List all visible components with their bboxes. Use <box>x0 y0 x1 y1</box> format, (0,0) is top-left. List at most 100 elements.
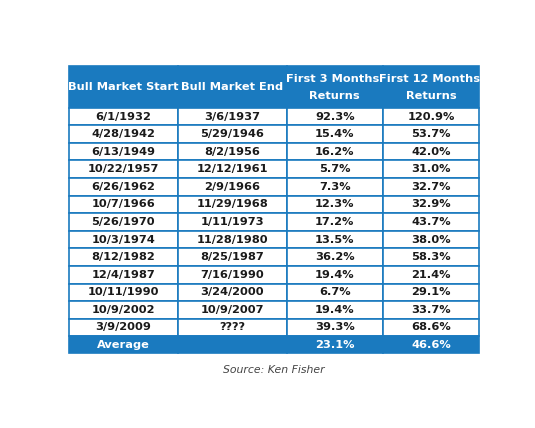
Bar <box>287 248 383 266</box>
Bar <box>287 196 383 213</box>
Text: 38.0%: 38.0% <box>411 235 451 244</box>
Text: 6/13/1949: 6/13/1949 <box>91 147 155 157</box>
Text: 12.3%: 12.3% <box>315 199 355 209</box>
Bar <box>383 160 479 178</box>
Text: 32.9%: 32.9% <box>411 199 451 209</box>
Bar <box>69 143 178 160</box>
Bar <box>287 266 383 283</box>
Bar <box>287 336 383 353</box>
Text: 29.1%: 29.1% <box>411 287 451 297</box>
Text: 39.3%: 39.3% <box>315 322 355 333</box>
Bar <box>69 248 178 266</box>
Bar <box>383 143 479 160</box>
Bar <box>383 301 479 319</box>
Text: 11/28/1980: 11/28/1980 <box>196 235 268 244</box>
Bar <box>383 125 479 143</box>
Bar <box>383 66 479 108</box>
Text: 43.7%: 43.7% <box>411 217 451 227</box>
Bar <box>178 125 287 143</box>
Bar <box>383 336 479 353</box>
Text: Bull Market End: Bull Market End <box>181 82 283 92</box>
Bar <box>383 213 479 231</box>
Text: 33.7%: 33.7% <box>411 305 451 315</box>
Bar <box>383 319 479 336</box>
Text: 8/12/1982: 8/12/1982 <box>91 252 155 262</box>
Text: Average: Average <box>97 339 150 350</box>
Text: 32.7%: 32.7% <box>411 182 451 192</box>
Text: 8/2/1956: 8/2/1956 <box>204 147 260 157</box>
Bar <box>287 160 383 178</box>
Text: 13.5%: 13.5% <box>315 235 355 244</box>
Bar <box>178 66 287 108</box>
Bar <box>287 143 383 160</box>
Text: 10/22/1957: 10/22/1957 <box>88 164 159 174</box>
Bar <box>383 231 479 248</box>
Bar <box>69 196 178 213</box>
Bar <box>178 283 287 301</box>
Bar <box>287 178 383 196</box>
Text: Returns: Returns <box>406 91 456 101</box>
Text: 10/3/1974: 10/3/1974 <box>91 235 155 244</box>
Text: 19.4%: 19.4% <box>315 305 355 315</box>
Text: 23.1%: 23.1% <box>315 339 355 350</box>
Bar <box>383 283 479 301</box>
Text: 68.6%: 68.6% <box>411 322 451 333</box>
Bar <box>383 196 479 213</box>
Text: 10/9/2007: 10/9/2007 <box>201 305 264 315</box>
Bar <box>69 319 178 336</box>
Text: 7/16/1990: 7/16/1990 <box>200 270 264 280</box>
Bar <box>178 143 287 160</box>
Bar <box>69 125 178 143</box>
Bar <box>178 231 287 248</box>
Text: 2/9/1966: 2/9/1966 <box>204 182 260 192</box>
Text: 6/1/1932: 6/1/1932 <box>95 112 151 122</box>
Bar <box>383 178 479 196</box>
Bar <box>178 213 287 231</box>
Bar <box>69 66 178 108</box>
Text: 3/6/1937: 3/6/1937 <box>204 112 260 122</box>
Bar <box>383 266 479 283</box>
Bar <box>69 266 178 283</box>
Text: 5/26/1970: 5/26/1970 <box>91 217 155 227</box>
Bar <box>383 108 479 125</box>
Bar <box>69 178 178 196</box>
Text: 4/28/1942: 4/28/1942 <box>91 129 155 139</box>
Text: 10/7/1966: 10/7/1966 <box>91 199 155 209</box>
Text: 15.4%: 15.4% <box>315 129 355 139</box>
Text: 31.0%: 31.0% <box>411 164 451 174</box>
Text: 10/11/1990: 10/11/1990 <box>88 287 159 297</box>
Text: 120.9%: 120.9% <box>408 112 455 122</box>
Text: 5/29/1946: 5/29/1946 <box>200 129 264 139</box>
Text: 3/24/2000: 3/24/2000 <box>200 287 264 297</box>
Bar <box>287 319 383 336</box>
Text: 8/25/1987: 8/25/1987 <box>200 252 264 262</box>
Bar <box>178 301 287 319</box>
Text: 46.6%: 46.6% <box>411 339 451 350</box>
Text: Returns: Returns <box>309 91 360 101</box>
Text: 6/26/1962: 6/26/1962 <box>91 182 155 192</box>
Text: Source: Ken Fisher: Source: Ken Fisher <box>224 365 325 375</box>
Text: 5.7%: 5.7% <box>319 164 350 174</box>
Text: 58.3%: 58.3% <box>411 252 451 262</box>
Text: 10/9/2002: 10/9/2002 <box>91 305 155 315</box>
Text: Bull Market Start: Bull Market Start <box>68 82 179 92</box>
Bar <box>178 160 287 178</box>
Text: First 3 Months': First 3 Months' <box>286 74 383 84</box>
Text: 19.4%: 19.4% <box>315 270 355 280</box>
Bar <box>287 231 383 248</box>
Text: 3/9/2009: 3/9/2009 <box>95 322 151 333</box>
Text: 53.7%: 53.7% <box>411 129 451 139</box>
Bar <box>178 178 287 196</box>
Text: 17.2%: 17.2% <box>315 217 354 227</box>
Text: 92.3%: 92.3% <box>315 112 355 122</box>
Bar <box>178 196 287 213</box>
Bar <box>69 336 178 353</box>
Bar <box>69 160 178 178</box>
Text: 7.3%: 7.3% <box>319 182 350 192</box>
Bar <box>287 108 383 125</box>
Bar <box>178 336 287 353</box>
Text: 21.4%: 21.4% <box>411 270 451 280</box>
Bar <box>287 66 383 108</box>
Text: 6.7%: 6.7% <box>319 287 350 297</box>
Bar <box>178 319 287 336</box>
